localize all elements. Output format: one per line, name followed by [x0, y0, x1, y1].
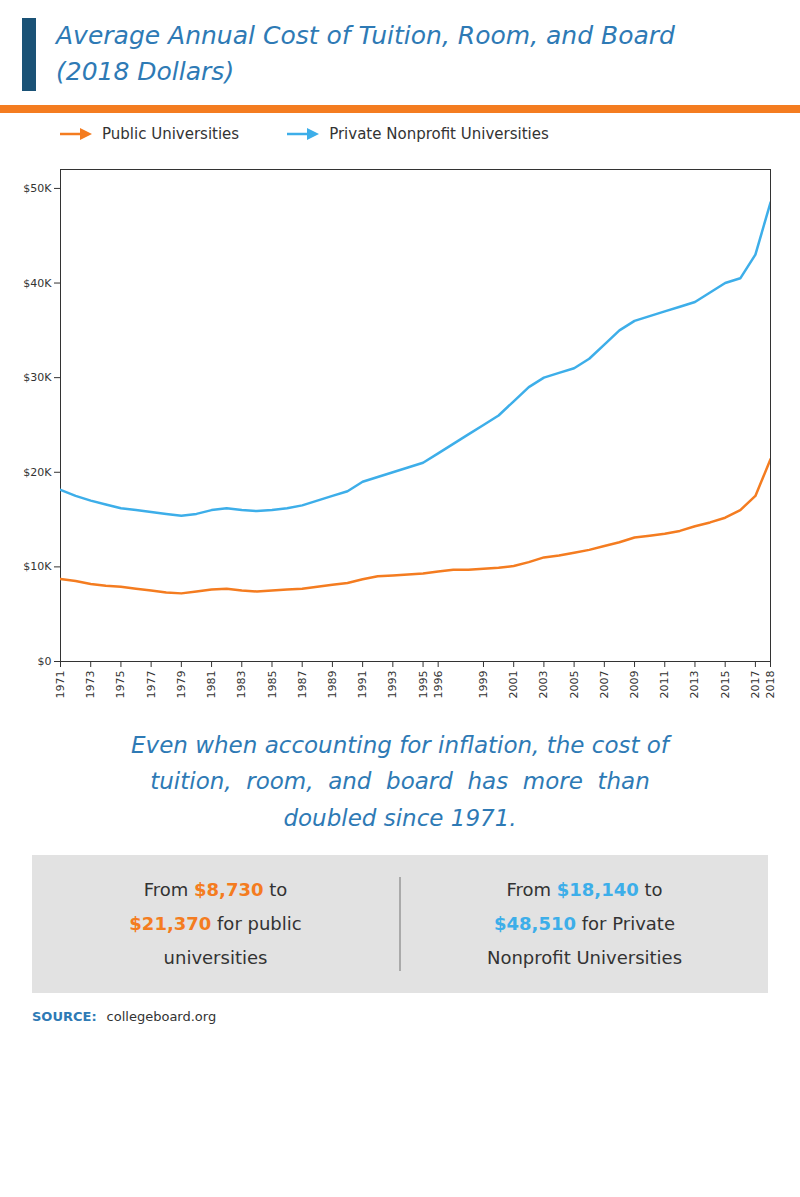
svg-text:1989: 1989	[326, 670, 339, 698]
html-text:SOURCE:: SOURCE:	[32, 1009, 97, 1025]
svg-text:1993: 1993	[386, 670, 399, 698]
svg-text:1985: 1985	[266, 670, 279, 698]
svg-text:1995: 1995	[417, 670, 430, 698]
svg-text:2005: 2005	[568, 670, 581, 698]
svg-text:$20K: $20K	[23, 465, 52, 478]
svg-text:2015: 2015	[719, 670, 732, 698]
svg-text:2013: 2013	[688, 670, 701, 698]
svg-text:1975: 1975	[114, 670, 127, 698]
svg-text:1971: 1971	[54, 670, 67, 698]
svg-text:2017: 2017	[749, 670, 762, 698]
svg-text:$0: $0	[38, 655, 52, 668]
svg-text:1979: 1979	[175, 670, 188, 698]
svg-text:1996: 1996	[432, 670, 445, 698]
svg-text:1981: 1981	[205, 670, 218, 698]
html-text:collegeboard.org: collegeboard.org	[106, 1009, 217, 1025]
svg-text:$40K: $40K	[23, 276, 52, 289]
html-text:From $8,730 to: From $8,730 to	[143, 878, 288, 900]
html-text:Even when accounting for infla: Even when accounting for inflation, the …	[131, 731, 669, 832]
html-text:From $18,140 to: From $18,140 to	[506, 878, 663, 900]
svg-text:$50K: $50K	[23, 181, 52, 194]
svg-text:2003: 2003	[537, 670, 550, 698]
svg-text:1991: 1991	[356, 670, 369, 698]
svg-text:1973: 1973	[84, 670, 97, 698]
svg-text:2011: 2011	[658, 670, 671, 698]
svg-text:2018: 2018	[764, 670, 777, 698]
svg-text:1987: 1987	[296, 670, 309, 698]
html-text:Private Nonprofit Universities: Private Nonprofit Universities	[329, 124, 549, 143]
svg-text:2007: 2007	[598, 670, 611, 698]
svg-text:2009: 2009	[628, 670, 641, 698]
svg-text:2001: 2001	[507, 670, 520, 698]
html-text:Public Universities: Public Universities	[102, 124, 240, 143]
html-text:$21,370 for public universitie: $21,370 for public universities	[129, 913, 302, 969]
svg-text:1983: 1983	[235, 670, 248, 698]
html-text:(2018 Dollars): (2018 Dollars)	[56, 57, 235, 87]
svg-text:$10K: $10K	[23, 560, 52, 573]
svg-text:1999: 1999	[477, 670, 490, 698]
svg-text:1977: 1977	[145, 670, 158, 698]
svg-text:$30K: $30K	[23, 371, 52, 384]
html-text:$48,510 for Private Nonprofit: $48,510 for Private Nonprofit Universiti…	[487, 913, 682, 969]
html-text:Average Annual Cost of Tuition: Average Annual Cost of Tuition, Room, an…	[56, 21, 675, 50]
